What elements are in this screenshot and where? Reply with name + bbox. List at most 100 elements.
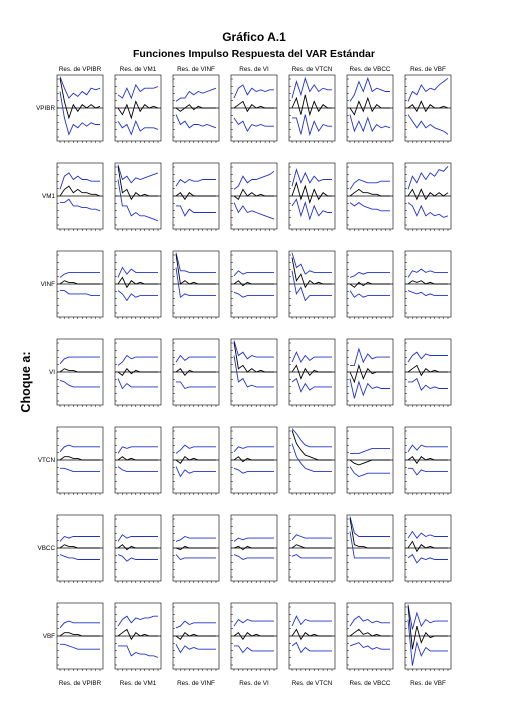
response-line bbox=[349, 628, 390, 637]
response-line bbox=[175, 632, 216, 640]
column-label-bottom: Res. de VI bbox=[239, 680, 269, 687]
lower-band bbox=[349, 290, 390, 298]
response-line bbox=[291, 628, 332, 641]
response-line bbox=[175, 368, 216, 377]
upper-band bbox=[349, 615, 390, 627]
upper-band bbox=[117, 446, 158, 454]
response-line bbox=[117, 276, 158, 289]
lower-band bbox=[175, 644, 216, 654]
response-line bbox=[117, 367, 158, 376]
upper-band bbox=[59, 172, 100, 190]
lower-band bbox=[60, 198, 101, 212]
response-line bbox=[175, 456, 216, 464]
upper-band bbox=[59, 76, 101, 99]
upper-band bbox=[291, 534, 332, 541]
lower-band bbox=[233, 467, 274, 474]
lower-band bbox=[291, 641, 332, 654]
lower-band bbox=[60, 643, 100, 650]
upper-band bbox=[175, 178, 216, 187]
upper-band bbox=[407, 530, 448, 539]
response-line bbox=[291, 430, 332, 461]
upper-band bbox=[59, 444, 100, 453]
upper-band bbox=[175, 535, 216, 542]
upper-band bbox=[175, 354, 216, 363]
upper-band bbox=[349, 271, 390, 278]
lower-band bbox=[60, 467, 100, 473]
column-label-top: Res. de VBF bbox=[410, 66, 446, 73]
response-line bbox=[175, 545, 216, 551]
response-line bbox=[175, 192, 216, 201]
response-line bbox=[349, 281, 390, 288]
response-line bbox=[407, 364, 448, 377]
lower-band bbox=[407, 553, 448, 564]
upper-band bbox=[350, 347, 390, 366]
upper-band bbox=[233, 84, 274, 99]
response-line bbox=[407, 100, 449, 113]
lower-band bbox=[408, 377, 448, 391]
upper-band bbox=[407, 77, 449, 102]
upper-band bbox=[117, 83, 159, 100]
upper-band bbox=[407, 444, 448, 453]
column-label-bottom: Res. de VBF bbox=[410, 680, 446, 687]
lower-band bbox=[175, 466, 216, 478]
column-label-bottom: Res. de VTCN bbox=[292, 680, 333, 687]
lower-band bbox=[349, 202, 390, 212]
response-line bbox=[117, 456, 158, 461]
upper-band bbox=[59, 535, 100, 542]
upper-band bbox=[407, 268, 448, 278]
upper-band bbox=[59, 271, 100, 278]
lower-band bbox=[175, 554, 216, 561]
upper-band bbox=[407, 166, 449, 190]
response-line bbox=[233, 342, 274, 373]
upper-band bbox=[233, 446, 274, 453]
response-line bbox=[175, 104, 216, 112]
response-line bbox=[349, 188, 390, 197]
response-line bbox=[59, 456, 100, 461]
lower-band bbox=[408, 467, 448, 476]
upper-band bbox=[291, 252, 332, 275]
lower-band bbox=[234, 645, 274, 654]
chart-title: Gráfico A.1 bbox=[222, 30, 286, 44]
lower-band bbox=[117, 119, 159, 136]
column-label-bottom: Res. de VPIBR bbox=[59, 680, 102, 687]
upper-band bbox=[117, 354, 158, 366]
lower-band bbox=[117, 290, 158, 302]
row-label: VBF bbox=[43, 633, 55, 640]
column-label-bottom: Res. de VBCC bbox=[350, 680, 391, 687]
upper-band bbox=[117, 615, 158, 627]
response-line bbox=[291, 364, 332, 380]
lower-band bbox=[118, 645, 159, 658]
response-line bbox=[175, 254, 216, 285]
response-line bbox=[407, 188, 449, 201]
upper-band bbox=[175, 252, 216, 273]
column-label-top: Res. de VI bbox=[239, 66, 269, 73]
upper-band bbox=[407, 351, 448, 363]
lower-band bbox=[233, 202, 275, 220]
lower-band bbox=[176, 381, 216, 390]
response-line bbox=[233, 100, 274, 113]
upper-band bbox=[350, 447, 390, 454]
upper-band bbox=[407, 604, 448, 630]
upper-band bbox=[233, 537, 274, 542]
row-label: VBCC bbox=[38, 545, 56, 552]
response-line bbox=[233, 545, 274, 551]
column-label-top: Res. de VM1 bbox=[120, 66, 157, 73]
upper-band bbox=[233, 270, 274, 277]
lower-band bbox=[233, 554, 274, 561]
lower-band bbox=[349, 642, 390, 650]
column-label-bottom: Res. de VM1 bbox=[120, 680, 157, 687]
response-line bbox=[407, 456, 448, 465]
upper-band bbox=[349, 178, 390, 190]
upper-band bbox=[291, 76, 332, 99]
response-line bbox=[407, 540, 448, 553]
response-line bbox=[59, 632, 100, 637]
upper-band bbox=[291, 615, 332, 627]
response-line bbox=[291, 544, 332, 549]
column-label-top: Res. de VINF bbox=[177, 66, 215, 73]
response-line bbox=[233, 632, 274, 641]
lower-band bbox=[349, 114, 391, 133]
response-line bbox=[407, 606, 448, 650]
lower-band bbox=[407, 290, 448, 297]
lower-band bbox=[407, 619, 448, 666]
